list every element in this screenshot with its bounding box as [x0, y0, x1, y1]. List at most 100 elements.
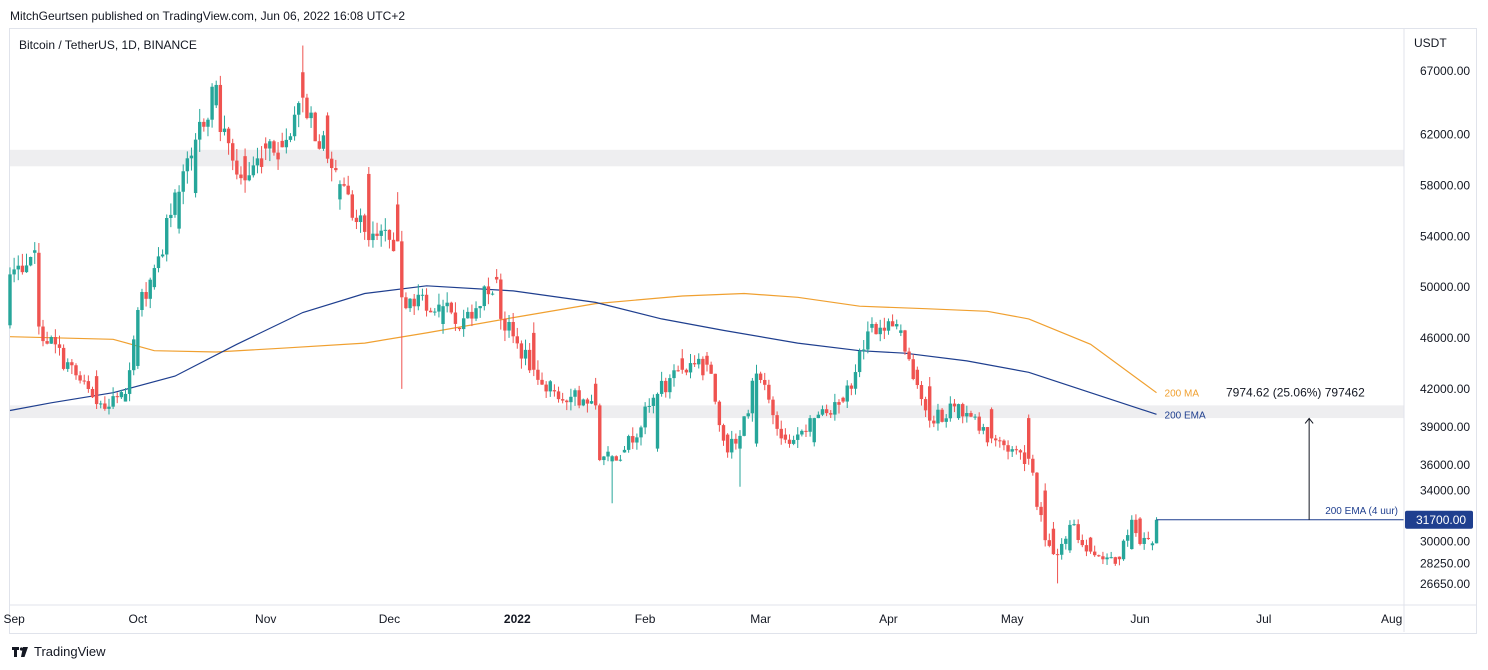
candle-body [433, 311, 437, 313]
candle-body [989, 409, 994, 439]
candle [532, 322, 536, 377]
candle-body [540, 379, 544, 385]
time-tick-apr: Apr [879, 612, 898, 626]
candle [193, 133, 198, 198]
price-tick-58000: 58000.00 [1420, 178, 1470, 192]
candles [8, 45, 1159, 584]
candle [49, 335, 53, 344]
candle [144, 282, 148, 307]
candle-body [61, 347, 66, 369]
candle [82, 374, 86, 385]
candle-body [581, 399, 585, 406]
candle-body [259, 158, 264, 167]
candle-body [408, 298, 412, 309]
candle [709, 361, 713, 374]
candle [1043, 483, 1047, 547]
candle [210, 83, 214, 128]
candle-body [532, 332, 536, 370]
candle-body [243, 156, 247, 181]
candle [486, 277, 491, 305]
candle-body [1134, 519, 1138, 534]
candle [420, 288, 425, 301]
candle [185, 151, 190, 184]
candle-body [202, 121, 206, 127]
candle [395, 192, 400, 242]
candle-body [862, 349, 866, 352]
candle-body [210, 86, 214, 120]
footer[interactable]: TradingView [12, 644, 106, 659]
candle [651, 394, 656, 414]
candle [565, 399, 569, 411]
candle-body [841, 397, 845, 402]
candle-body [367, 173, 371, 241]
candle-body [226, 128, 231, 144]
candle-body [763, 379, 767, 385]
candle-body [993, 438, 998, 441]
candle-body [956, 404, 961, 419]
candle-body [692, 363, 697, 365]
candle-body [457, 327, 462, 330]
candle [132, 335, 136, 376]
candle-body [461, 318, 466, 330]
candle [956, 403, 961, 420]
current-price-label: 31700.00 [1416, 513, 1466, 527]
candle [350, 190, 355, 221]
candle-body [1039, 506, 1043, 516]
candle-body [676, 370, 680, 372]
candle-body [57, 344, 62, 348]
candle [598, 403, 602, 462]
candle [239, 166, 243, 185]
candle-body [198, 121, 202, 140]
footer-brand: TradingView [34, 644, 106, 659]
candle [680, 349, 684, 374]
candle-body [235, 160, 239, 175]
candle [371, 221, 375, 248]
candle [222, 115, 227, 136]
candle [127, 362, 132, 402]
candle [655, 392, 660, 452]
candle [985, 426, 990, 447]
candle [725, 433, 730, 458]
candle-body [610, 456, 614, 462]
candle [853, 364, 858, 395]
candle [1022, 445, 1027, 472]
candle [1018, 449, 1023, 460]
symbol-label[interactable]: Bitcoin / TetherUS, 1D, BINANCE [19, 38, 197, 52]
candle [391, 232, 396, 252]
candle-body [1121, 540, 1126, 560]
candle-body [804, 430, 808, 432]
candle [989, 407, 994, 444]
publish-info: MitchGeurtsen published on TradingView.c… [10, 9, 406, 23]
candle-body [490, 293, 495, 295]
candle-body [218, 84, 223, 132]
candle [1097, 554, 1101, 557]
200-ma-label: 200 MA [1165, 389, 1200, 400]
candle-body [684, 369, 689, 373]
candle-body [1031, 458, 1035, 473]
annotations: 200 EMA (4 uur) 7974.62 (25.06%) 797462 [1156, 386, 1404, 521]
candle-body [189, 155, 194, 159]
candle [639, 425, 643, 446]
candle-body [99, 403, 103, 405]
candle [717, 400, 722, 432]
candle-body [643, 406, 647, 428]
candle [577, 385, 581, 409]
candle [1121, 539, 1126, 561]
candle-body [593, 383, 598, 406]
candle [610, 455, 614, 504]
candle [721, 423, 726, 446]
candle-body [206, 119, 210, 127]
candle [115, 392, 119, 404]
candle-body [474, 308, 478, 319]
candle-body [767, 384, 771, 400]
candle-body [284, 139, 289, 148]
candle [206, 117, 210, 137]
candle [152, 264, 157, 290]
candle-body [1142, 537, 1146, 544]
candle-body [618, 459, 623, 461]
candle-body [301, 72, 305, 98]
candle-body [573, 390, 577, 397]
candle-body [907, 351, 911, 360]
candle [90, 386, 95, 399]
